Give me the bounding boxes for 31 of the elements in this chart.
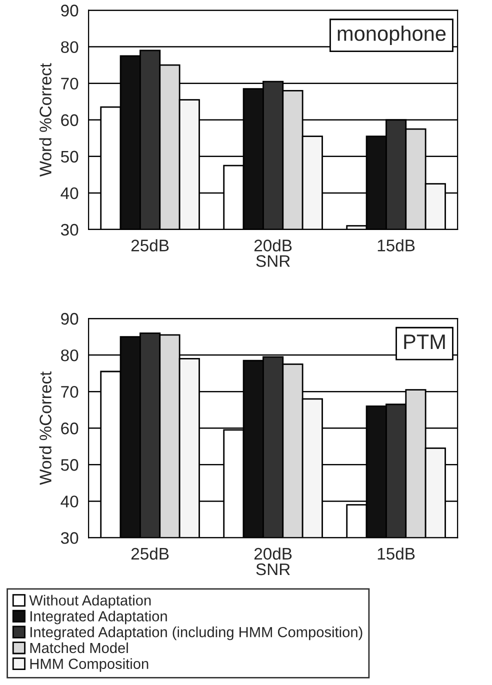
x-axis-title: SNR bbox=[256, 563, 290, 576]
x-tick-label: 25dB bbox=[131, 239, 169, 252]
annotation: PTM bbox=[404, 334, 445, 349]
annotation: monophone bbox=[338, 26, 446, 46]
x-axis-title: SNR bbox=[256, 255, 290, 267]
y-tick-label: 70 bbox=[61, 386, 78, 398]
y-tick-label: 60 bbox=[61, 114, 78, 126]
y-tick-label: 30 bbox=[60, 224, 78, 236]
x-tick-label: 15dB bbox=[378, 239, 415, 252]
x-tick-label: 20dB bbox=[254, 239, 292, 252]
y-tick-label: 30 bbox=[60, 532, 78, 544]
y-axis-title: Word %Correct bbox=[39, 371, 52, 485]
y-tick-label: 60 bbox=[61, 422, 78, 434]
y-tick-label: 80 bbox=[61, 41, 78, 54]
y-axis-title: Word %Correct bbox=[39, 63, 52, 177]
x-tick-label: 15dB bbox=[378, 547, 415, 560]
legend-label: HMM Composition bbox=[30, 658, 148, 672]
y-tick-label: 90 bbox=[61, 4, 78, 16]
x-tick-label: 25dB bbox=[131, 547, 169, 560]
y-tick-label: 50 bbox=[60, 150, 78, 163]
legend-label: Integrated Adaptation (including HMM Composition) bbox=[30, 626, 362, 640]
y-tick-label: 90 bbox=[61, 312, 78, 325]
x-tick-label: 20dB bbox=[254, 547, 292, 560]
y-tick-label: 80 bbox=[61, 349, 78, 362]
y-tick-label: 50 bbox=[60, 459, 78, 471]
y-tick-label: 40 bbox=[60, 187, 78, 200]
legend-label: Without Adaptation bbox=[29, 594, 151, 608]
y-tick-label: 70 bbox=[61, 78, 78, 90]
legend-label: Integrated Adaptation bbox=[30, 610, 167, 624]
y-tick-label: 40 bbox=[60, 496, 78, 508]
legend-label: Matched Model bbox=[30, 642, 128, 654]
